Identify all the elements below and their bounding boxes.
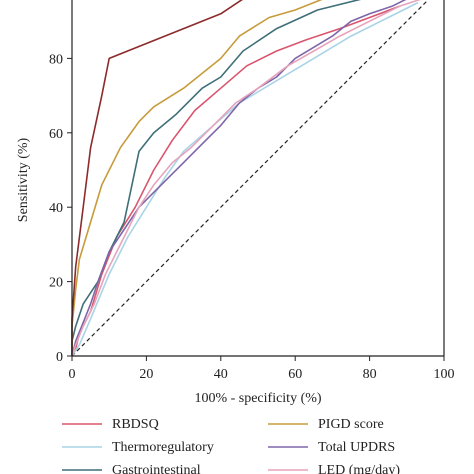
plot-area: 0 20 40 60 80 100 0 20 40 60 80 — [49, 0, 455, 382]
legend: RBDSQ Thermoregulatory Gastrointestinal PIG… — [62, 417, 400, 474]
reference-diagonal-line — [71, 0, 429, 357]
legend-label: Gastrointestinal — [112, 463, 201, 474]
y-axis-label: Sensitivity (%) — [16, 137, 31, 222]
plot-background — [72, 0, 444, 356]
y-tick-label: 40 — [49, 201, 63, 216]
x-tick-label: 80 — [363, 367, 377, 382]
x-tick-label: 40 — [214, 367, 228, 382]
series-line-5 — [71, 0, 421, 357]
y-tick-label: 80 — [49, 52, 63, 67]
series-layer — [71, 0, 421, 357]
series-line-4 — [71, 0, 407, 357]
legend-label: RBDSQ — [112, 417, 159, 432]
y-tick-label: 60 — [49, 127, 63, 142]
x-tick-label: 60 — [288, 367, 302, 382]
y-tick-label: 0 — [56, 350, 63, 365]
legend-label: LED (mg/day) — [318, 463, 400, 474]
reference-line-layer — [71, 0, 429, 357]
x-tick-label: 100 — [434, 367, 455, 382]
x-tick-label: 20 — [139, 367, 153, 382]
series-line-1 — [71, 1, 419, 357]
legend-label: Thermoregulatory — [112, 440, 214, 455]
x-axis-label: 100% - specificity (%) — [194, 391, 321, 406]
series-line-2 — [71, 0, 362, 356]
x-tick-label: 0 — [69, 367, 76, 382]
legend-label: Total UPDRS — [318, 440, 395, 455]
y-tick-label: 20 — [49, 276, 63, 291]
series-line-6 — [71, 0, 243, 356]
axes-layer: 0 20 40 60 80 100 0 20 40 60 80 — [49, 0, 455, 382]
legend-label: PIGD score — [318, 417, 384, 432]
series-line-3 — [71, 0, 323, 356]
